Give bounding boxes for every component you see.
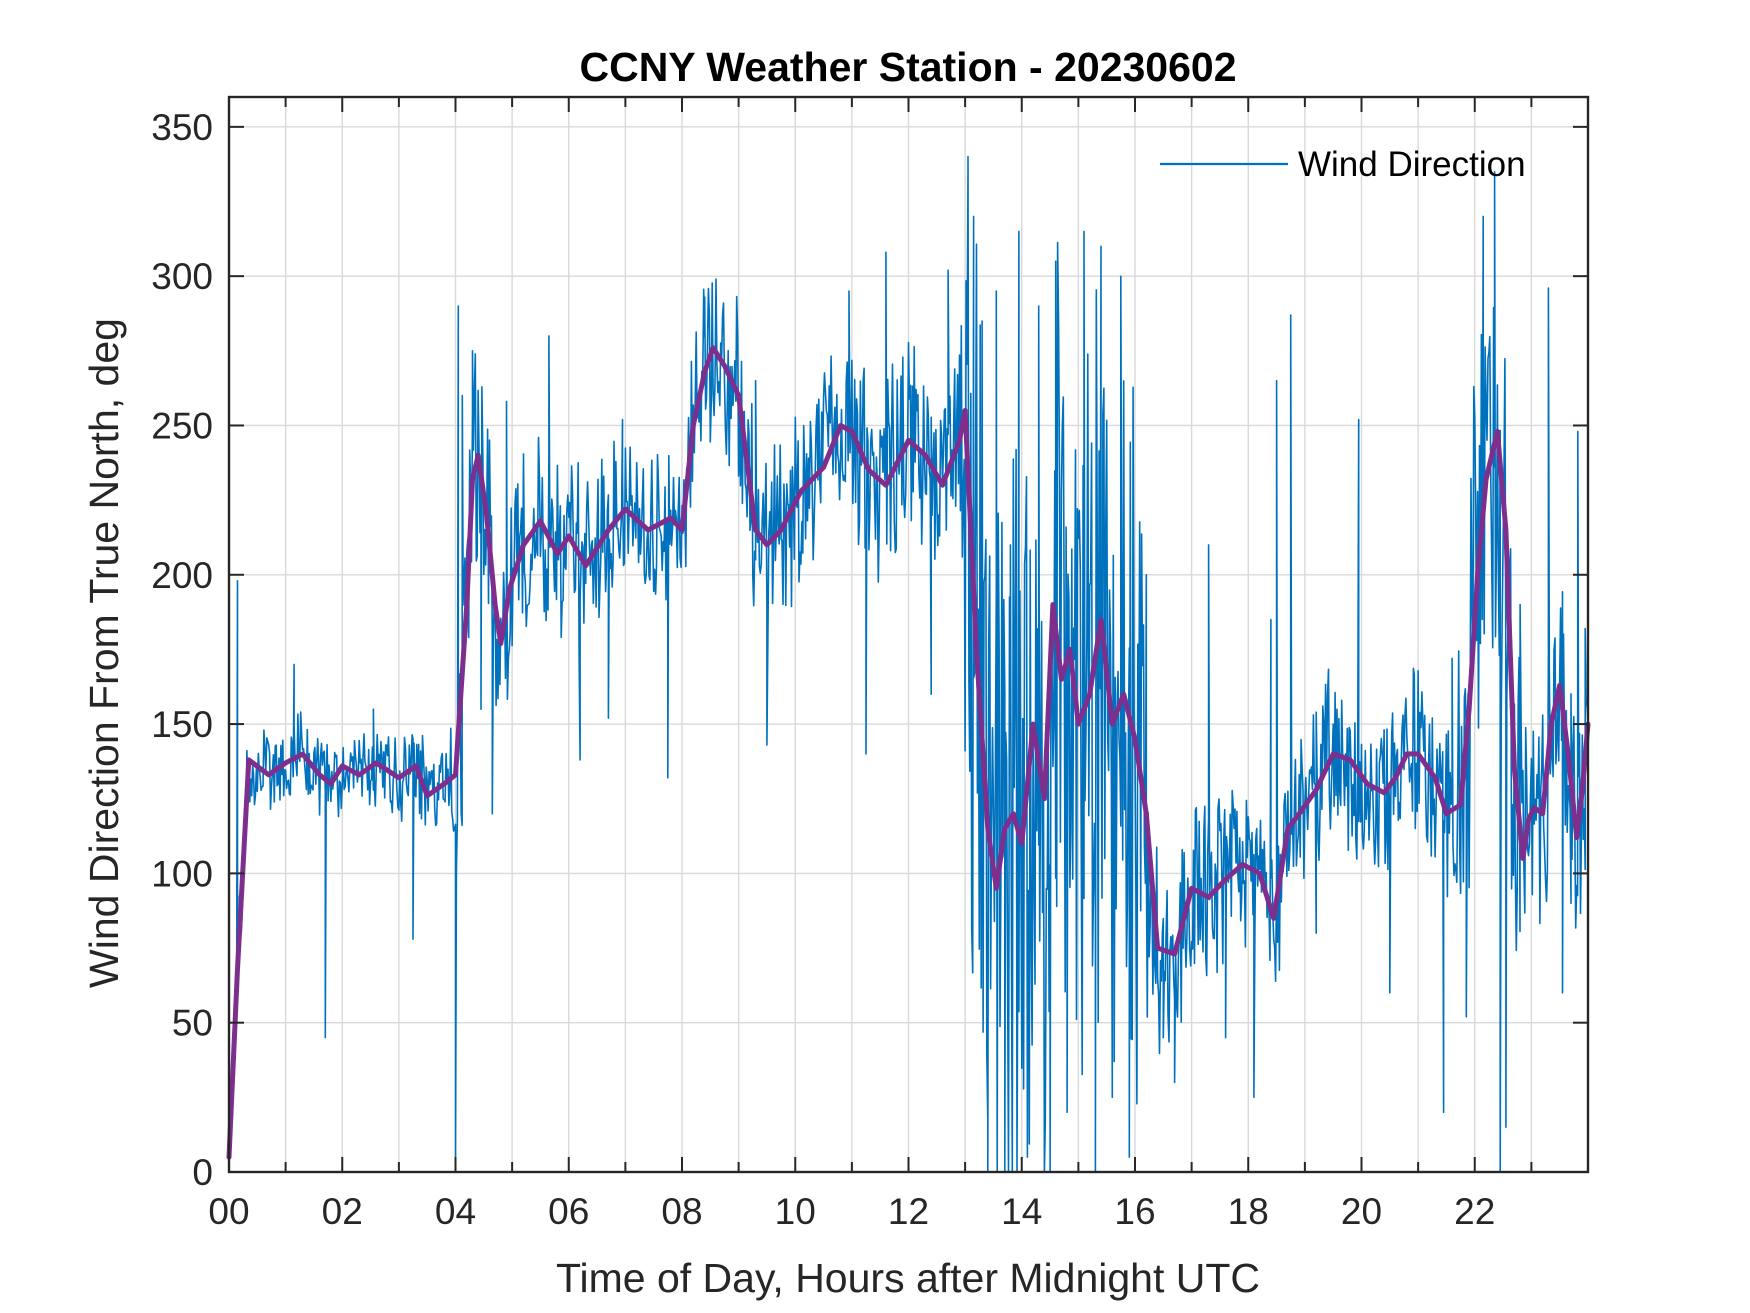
x-tick-label: 22 [1454, 1191, 1495, 1232]
x-tick-label: 16 [1114, 1191, 1155, 1232]
y-tick-label: 0 [192, 1152, 213, 1193]
y-tick-label: 200 [151, 555, 213, 596]
x-tick-label: 04 [435, 1191, 476, 1232]
tick-labels: 00 02 04 06 08 10 12 14 16 18 20 22 0 50 100 150 200 250 3… [151, 107, 1495, 1232]
x-tick-label: 06 [548, 1191, 589, 1232]
x-tick-label: 08 [661, 1191, 702, 1232]
y-tick-label: 150 [151, 704, 213, 745]
chart-title: CCNY Weather Station - 20230602 [579, 44, 1236, 90]
y-tick-label: 250 [151, 405, 213, 446]
y-tick-label: 350 [151, 107, 213, 148]
x-tick-label: 00 [208, 1191, 249, 1232]
legend-label-wind-direction: Wind Direction [1298, 145, 1526, 184]
y-tick-label: 100 [151, 853, 213, 894]
x-tick-label: 12 [888, 1191, 929, 1232]
x-tick-label: 18 [1228, 1191, 1269, 1232]
legend: Wind Direction [1160, 145, 1526, 184]
x-tick-label: 20 [1341, 1191, 1382, 1232]
y-axis-label: Wind Direction From True North, deg [81, 318, 127, 988]
x-tick-label: 14 [1001, 1191, 1042, 1232]
series-group [226, 155, 1591, 1173]
y-tick-label: 300 [151, 256, 213, 297]
y-tick-label: 50 [172, 1003, 213, 1044]
x-axis-label: Time of Day, Hours after Midnight UTC [556, 1255, 1260, 1301]
x-tick-label: 10 [775, 1191, 816, 1232]
x-tick-label: 02 [322, 1191, 363, 1232]
series-line-smoothed [226, 345, 1591, 1160]
axes [227, 95, 1590, 1174]
